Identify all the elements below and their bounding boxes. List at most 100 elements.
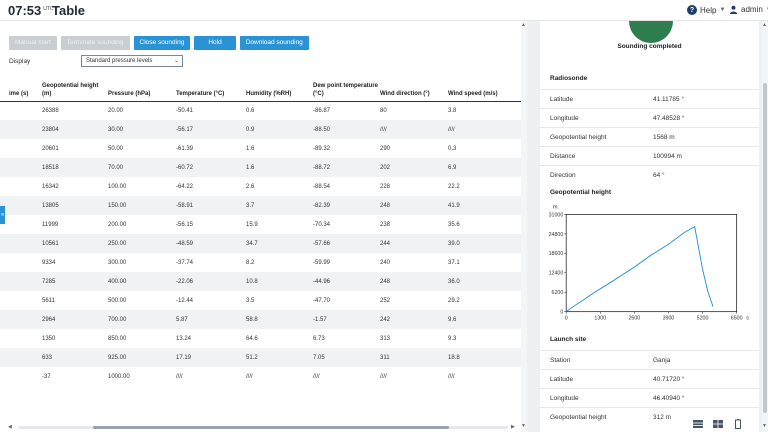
y-tick-label: 0	[560, 310, 563, 316]
user-label: admin	[741, 5, 763, 14]
table-cell: -59.99	[313, 259, 331, 266]
table-cell: 39.0	[448, 234, 521, 253]
info-value: 312 m	[653, 414, 672, 421]
table-cell: 8.2	[246, 259, 255, 266]
table-cell: 100.00	[108, 183, 127, 190]
table-row[interactable]: -37 1000.00 //// //// //// //// ////	[0, 367, 521, 386]
table-cell: 250.00	[108, 234, 176, 253]
table-row[interactable]: 1350 850.00 13.24 64.6 6.73 313 9.3	[0, 329, 521, 348]
chevron-down-icon: ▼	[719, 7, 726, 13]
table-vertical-scrollbar[interactable]: ▲ ▼	[521, 21, 527, 432]
table-cell: 50.00	[108, 145, 124, 152]
table-row[interactable]: 10561 250.00 -48.59 34.7 -57.66 244 39.0	[0, 234, 521, 253]
table-row[interactable]: 13805 150.00 -58.91 3.7 -82.39 248 41.9	[0, 196, 521, 215]
table-row[interactable]: 633 925.00 17.19 51.2 7.05 311 18.8	[0, 348, 521, 367]
table-row[interactable]: 11999 200.00 -56.15 15.9 -70.34 238 35.6	[0, 215, 521, 234]
scroll-left-icon[interactable]: ◀	[8, 424, 12, 430]
table-cell: 9.6	[448, 310, 521, 329]
table-cell: -88.54	[313, 183, 331, 190]
status-text: Sounding completed	[617, 43, 682, 50]
column-header[interactable]: Pressure (hPa)	[108, 77, 176, 102]
table-view-button[interactable]	[690, 417, 706, 431]
table-cell: 16342	[42, 183, 59, 190]
table-cell: 300.00	[108, 259, 127, 266]
table-cell: ////	[246, 373, 253, 380]
table-cell: 3.5	[246, 297, 255, 304]
table-row[interactable]: 9334 300.00 -37.74 8.2 -59.99 240 37.1	[0, 253, 521, 272]
table-row[interactable]: 20601 50.00 -61.39 1.6 -89.32 290 0.3	[0, 139, 521, 158]
hold-button[interactable]: Hold	[194, 36, 236, 50]
details-vertical-scrollbar[interactable]: ▲ ▼	[762, 21, 768, 432]
table-cell: -86.87	[313, 107, 331, 114]
table-cell: 1.6	[246, 158, 313, 177]
column-header[interactable]: Wind speed (m/s)	[448, 77, 521, 102]
table-cell: 200.00	[108, 221, 127, 228]
info-label: Latitude	[550, 376, 574, 383]
table-cell: -61.39	[176, 145, 194, 152]
table-cell	[0, 310, 42, 329]
y-tick-label: 18600	[549, 251, 564, 257]
table-cell: -82.39	[313, 196, 380, 215]
table-row[interactable]: 16342 100.00 -64.22 2.6 -88.54 228 22.2	[0, 177, 521, 196]
table-cell: 2964	[42, 310, 108, 329]
table-cell: 150.00	[108, 196, 176, 215]
table-cell: 51.2	[246, 348, 313, 367]
table-cell: -1.57	[313, 310, 380, 329]
info-row: Latitude 40.71720 °	[540, 369, 759, 388]
table-cell	[0, 196, 42, 215]
user-menu[interactable]: admin ▼	[729, 5, 768, 14]
table-cell: 240	[380, 259, 391, 266]
column-header[interactable]: ime (s)	[0, 77, 42, 102]
sounding-toolbar: Manual start Terminate sounding Close so…	[9, 36, 309, 50]
table-cell: 10561	[42, 234, 108, 253]
scroll-right-icon[interactable]: ▶	[511, 424, 515, 430]
display-select[interactable]: Standard pressure levels ⌄	[81, 55, 183, 67]
table-cell	[0, 177, 42, 196]
collapse-panel-tab[interactable]: «	[0, 206, 5, 224]
manual-start-button[interactable]: Manual start	[9, 36, 57, 50]
table-row[interactable]: 7285 400.00 -22.06 10.8 -44.96 248 36.0	[0, 272, 521, 291]
table-cell: 1000.00	[108, 373, 130, 380]
table-row[interactable]: 5611 500.00 -12.44 3.5 -47.70 252 29.2	[0, 291, 521, 310]
scroll-up-icon[interactable]: ▲	[521, 22, 526, 28]
table-cell: 0.3	[448, 145, 457, 152]
column-header[interactable]: Geopotential height (m)	[42, 77, 108, 102]
table-row[interactable]: 23804 30.00 -56.17 0.9 -88.50////////	[0, 120, 521, 139]
scroll-down-icon[interactable]: ▼	[521, 423, 526, 429]
column-header[interactable]: Temperature (°C)	[176, 77, 246, 102]
scroll-up-icon[interactable]: ▲	[762, 22, 767, 28]
close-sounding-button[interactable]: Close sounding	[133, 36, 191, 50]
scrollbar-thumb[interactable]	[763, 83, 767, 413]
column-header[interactable]: Dew point temperature (°C)	[313, 77, 380, 102]
table-cell: 248	[380, 272, 448, 291]
column-header[interactable]: Wind direction (°)	[380, 77, 448, 102]
help-menu[interactable]: ? Help ▼	[687, 5, 725, 15]
table-cell: -50.41	[176, 107, 194, 114]
table-row[interactable]: 26388 20.00 -50.41 0.6 -86.87 80 3.8	[0, 101, 521, 120]
info-label: Direction	[550, 172, 576, 179]
y-tick-label: 24800	[549, 232, 564, 238]
table-cell: 6.9	[448, 158, 521, 177]
user-icon	[729, 5, 738, 14]
scroll-down-icon[interactable]: ▼	[762, 423, 767, 429]
table-cell: 13.24	[176, 335, 192, 342]
column-header[interactable]: Humidity (%RH)	[246, 77, 313, 102]
table-row[interactable]: 2964 700.00 5.87 58.8 -1.57 242 9.6	[0, 310, 521, 329]
scrollbar-thumb[interactable]	[93, 426, 449, 429]
table-body: 26388 20.00 -50.41 0.6 -86.87 80 3.8 23804 30.00…	[0, 101, 521, 386]
terminate-sounding-button[interactable]: Terminate sounding	[60, 36, 130, 50]
page-title: Table	[52, 3, 85, 18]
download-sounding-button[interactable]: Download sounding	[239, 36, 309, 50]
table-cell: 15.9	[246, 221, 258, 228]
info-row: Direction 64 °	[540, 165, 759, 184]
device-view-button[interactable]	[730, 417, 746, 431]
table-row[interactable]: 18518 70.00 -60.72 1.6 -88.72 202 6.9	[0, 158, 521, 177]
table-horizontal-scrollbar[interactable]: ◀ ▶	[8, 424, 518, 430]
table-cell: -89.32	[313, 145, 331, 152]
grid-view-button[interactable]	[710, 417, 726, 431]
help-label: Help	[700, 5, 717, 15]
y-axis-unit: m	[553, 205, 558, 211]
info-value: 100994 m	[653, 153, 682, 160]
table-cell	[0, 158, 42, 177]
info-value: 40.71720 °	[653, 376, 685, 383]
